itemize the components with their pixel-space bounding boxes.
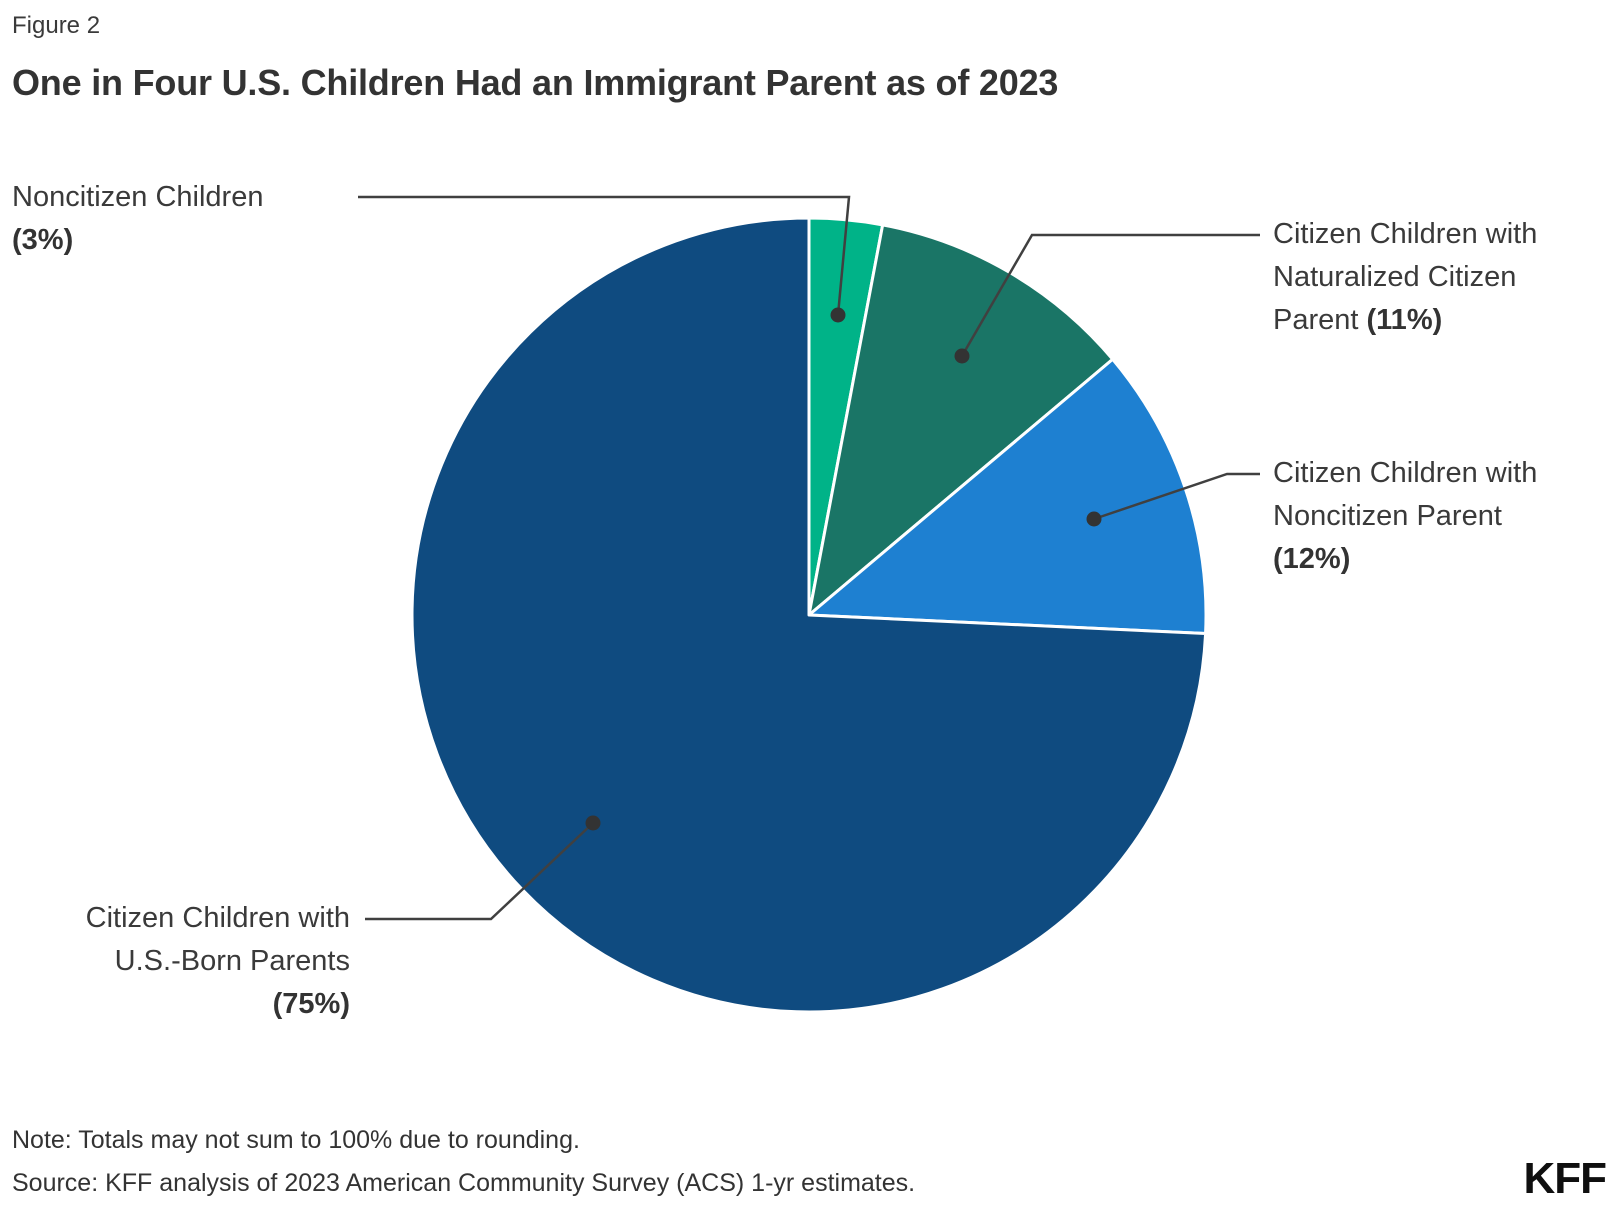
figure-number: Figure 2 bbox=[12, 12, 101, 39]
label-percent: (3%) bbox=[12, 224, 74, 256]
label-text: Citizen Children with bbox=[85, 902, 350, 934]
label-text: Naturalized Citizen bbox=[1273, 261, 1517, 293]
label-noncitizen-parent: Citizen Children with Noncitizen Parent … bbox=[1273, 452, 1613, 581]
label-text: Noncitizen Parent bbox=[1273, 500, 1502, 532]
note: Note: Totals may not sum to 100% due to … bbox=[12, 1126, 580, 1154]
source: Source: KFF analysis of 2023 American Co… bbox=[12, 1169, 916, 1197]
chart-title: One in Four U.S. Children Had an Immigra… bbox=[12, 62, 1059, 103]
label-text: U.S.-Born Parents bbox=[114, 945, 350, 977]
label-text: Parent bbox=[1273, 304, 1367, 336]
label-text: Noncitizen Children bbox=[12, 181, 264, 213]
leader-dot-2 bbox=[1086, 511, 1102, 527]
label-noncitizen-children: Noncitizen Children (3%) bbox=[12, 176, 263, 262]
label-percent: (75%) bbox=[272, 988, 350, 1020]
label-text: Citizen Children with bbox=[1273, 457, 1538, 489]
label-usborn-parents: Citizen Children with U.S.-Born Parents … bbox=[0, 897, 350, 1026]
leader-line-1 bbox=[960, 233, 1260, 357]
label-text: Citizen Children with bbox=[1273, 218, 1538, 250]
leader-line-3 bbox=[365, 822, 594, 921]
label-percent: (12%) bbox=[1273, 543, 1351, 575]
leader-line-0 bbox=[358, 195, 851, 316]
leader-dot-1 bbox=[954, 348, 970, 364]
label-percent: (11%) bbox=[1366, 304, 1443, 336]
leader-dot-3 bbox=[585, 815, 601, 831]
leader-line-2 bbox=[1093, 472, 1260, 521]
leader-dot-0 bbox=[830, 307, 846, 323]
label-naturalized-citizen-parent: Citizen Children with Naturalized Citize… bbox=[1273, 213, 1613, 342]
kff-logo: KFF bbox=[1523, 1154, 1607, 1203]
